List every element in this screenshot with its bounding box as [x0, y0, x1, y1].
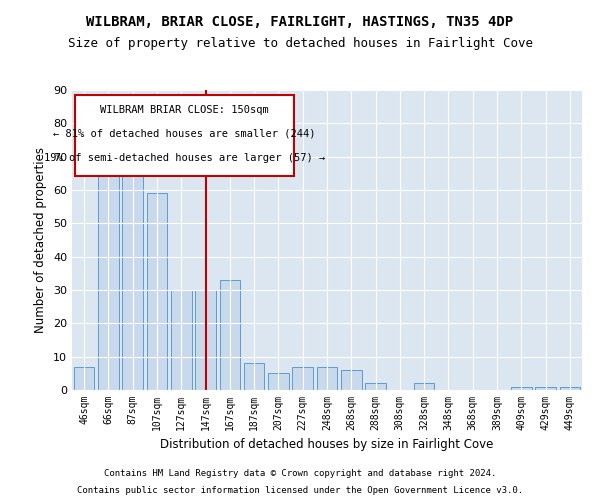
Bar — [171, 290, 191, 390]
Bar — [414, 384, 434, 390]
Bar — [317, 366, 337, 390]
Bar — [292, 366, 313, 390]
Bar — [560, 386, 580, 390]
Bar — [244, 364, 265, 390]
Y-axis label: Number of detached properties: Number of detached properties — [34, 147, 47, 333]
Text: Size of property relative to detached houses in Fairlight Cove: Size of property relative to detached ho… — [67, 38, 533, 51]
Bar — [535, 386, 556, 390]
Bar — [195, 290, 216, 390]
Bar — [74, 366, 94, 390]
Text: ← 81% of detached houses are smaller (244): ← 81% of detached houses are smaller (24… — [53, 129, 316, 139]
Text: Contains HM Land Registry data © Crown copyright and database right 2024.: Contains HM Land Registry data © Crown c… — [104, 468, 496, 477]
Bar — [98, 156, 119, 390]
Bar — [122, 140, 143, 390]
FancyBboxPatch shape — [74, 94, 294, 176]
Text: WILBRAM BRIAR CLOSE: 150sqm: WILBRAM BRIAR CLOSE: 150sqm — [100, 105, 269, 115]
Bar — [146, 194, 167, 390]
Bar — [511, 386, 532, 390]
Bar — [220, 280, 240, 390]
Text: Contains public sector information licensed under the Open Government Licence v3: Contains public sector information licen… — [77, 486, 523, 495]
X-axis label: Distribution of detached houses by size in Fairlight Cove: Distribution of detached houses by size … — [160, 438, 494, 452]
Bar — [341, 370, 362, 390]
Bar — [268, 374, 289, 390]
Text: 19% of semi-detached houses are larger (57) →: 19% of semi-detached houses are larger (… — [44, 153, 325, 163]
Text: WILBRAM, BRIAR CLOSE, FAIRLIGHT, HASTINGS, TN35 4DP: WILBRAM, BRIAR CLOSE, FAIRLIGHT, HASTING… — [86, 15, 514, 29]
Bar — [365, 384, 386, 390]
